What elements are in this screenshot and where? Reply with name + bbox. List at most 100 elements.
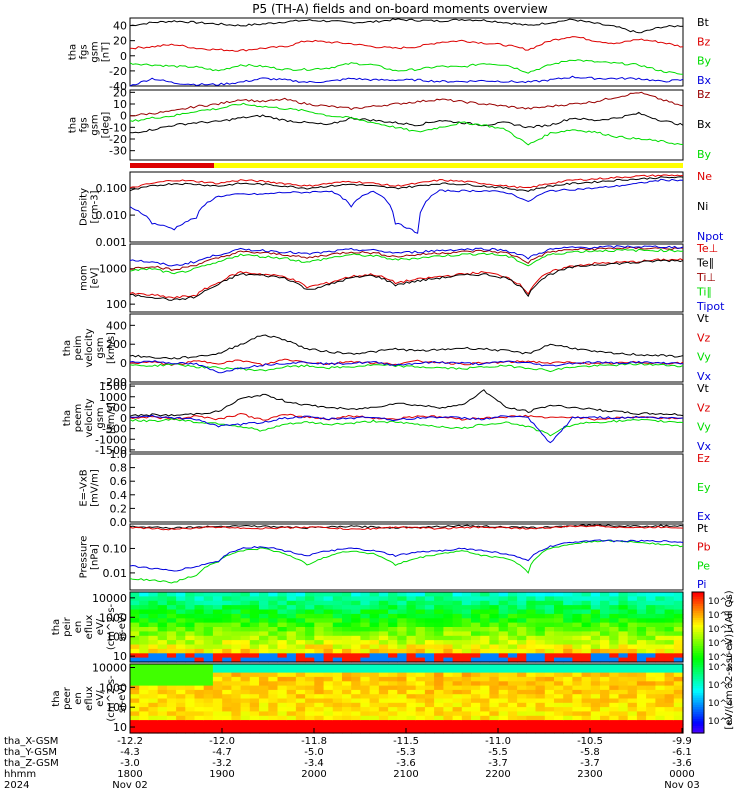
- colorbar-cell: [692, 646, 704, 649]
- heatmap-cell: [130, 605, 140, 611]
- heatmap-cell: [554, 685, 564, 691]
- heatmap-cell: [424, 728, 435, 734]
- heatmap-cell: [590, 685, 601, 691]
- heatmap-cell: [452, 635, 463, 641]
- heatmap-cell: [673, 640, 684, 646]
- heatmap-cell: [581, 689, 592, 695]
- heatmap-cell: [526, 707, 537, 712]
- heatmap-cell: [554, 640, 564, 646]
- heatmap-cell: [314, 648, 325, 654]
- heatmap-cell: [554, 653, 564, 659]
- heatmap-cell: [498, 657, 509, 663]
- heatmap-cell: [498, 631, 509, 637]
- heatmap-cell: [378, 724, 389, 730]
- heatmap-cell: [148, 676, 159, 682]
- heatmap-cell: [600, 707, 610, 712]
- heatmap-cell: [415, 681, 426, 687]
- heatmap-cell: [139, 653, 149, 659]
- heatmap-cell: [452, 622, 463, 628]
- heatmap-cell: [342, 635, 352, 641]
- heatmap-cell: [212, 657, 223, 663]
- heatmap-cell: [351, 728, 361, 734]
- series-line-By: [129, 59, 684, 75]
- colorbar-cell: [692, 728, 704, 732]
- heatmap-cell: [130, 657, 140, 663]
- heatmap-cell: [259, 657, 269, 663]
- heatmap-cell: [646, 685, 656, 691]
- heatmap-cell: [507, 728, 518, 734]
- heatmap-cell: [646, 635, 656, 641]
- heatmap-cell: [655, 609, 666, 615]
- y-tick-label: -30: [109, 145, 127, 158]
- heatmap-cell: [185, 711, 196, 717]
- heatmap-cell: [572, 609, 583, 615]
- heatmap-cell: [664, 715, 675, 721]
- panel-frame: [129, 313, 684, 383]
- heatmap-cell: [360, 600, 371, 606]
- heatmap-cell: [305, 609, 315, 615]
- heatmap-cell: [609, 707, 620, 712]
- heatmap-cell: [636, 631, 647, 637]
- heatmap-cell: [590, 676, 601, 682]
- heatmap-cell: [194, 724, 205, 730]
- heatmap-cell: [664, 657, 675, 663]
- heatmap-cell: [259, 698, 269, 704]
- heatmap-cell: [342, 694, 352, 700]
- panel-frame: [129, 591, 684, 663]
- heatmap-cell: [176, 724, 186, 730]
- heatmap-cell: [489, 596, 500, 602]
- heatmap-cell: [259, 618, 269, 624]
- heatmap-cell: [203, 707, 214, 712]
- heatmap-cell: [627, 596, 638, 602]
- heatmap-cell: [185, 689, 196, 695]
- heatmap-cell: [590, 653, 601, 659]
- heatmap-cell: [415, 728, 426, 734]
- heatmap-cell: [424, 622, 435, 628]
- heatmap-cell: [139, 702, 149, 708]
- heatmap-cell: [544, 631, 555, 637]
- heatmap-cell: [572, 613, 583, 619]
- heatmap-cell: [443, 676, 454, 682]
- heatmap-cell: [268, 702, 279, 708]
- heatmap-cell: [259, 600, 269, 606]
- heatmap-cell: [563, 618, 573, 624]
- heatmap-cell: [581, 648, 592, 654]
- heatmap-cell: [535, 648, 546, 654]
- colorbar-cell: [692, 648, 704, 652]
- heatmap-cell: [194, 676, 205, 682]
- heatmap-cell: [443, 627, 454, 632]
- heatmap-cell: [249, 694, 260, 700]
- heatmap-cell: [360, 698, 371, 704]
- heatmap-cell: [544, 640, 555, 646]
- heatmap-cell: [240, 622, 251, 628]
- colorbar-cell: [692, 700, 704, 704]
- heatmap-cell: [268, 613, 279, 619]
- heatmap-cell: [406, 600, 417, 606]
- heatmap-cell: [424, 724, 435, 730]
- heatmap-cell: [554, 720, 564, 725]
- heatmap-cell: [480, 711, 490, 717]
- heatmap-cell: [148, 689, 159, 695]
- heatmap-cell: [231, 644, 242, 650]
- heatmap-cell: [360, 592, 371, 597]
- heatmap-cell: [563, 724, 573, 730]
- heatmap-cell: [618, 728, 629, 734]
- heatmap-cell: [471, 720, 481, 725]
- heatmap-cell: [498, 702, 509, 708]
- heatmap-cell: [249, 605, 260, 611]
- y-tick-label: -20: [109, 65, 127, 78]
- heatmap-cell: [517, 613, 527, 619]
- heatmap-cell: [295, 592, 306, 597]
- heatmap-cell: [268, 672, 279, 678]
- heatmap-cell: [646, 600, 656, 606]
- heatmap-cell: [673, 672, 684, 678]
- heatmap-cell: [231, 676, 242, 682]
- heatmap-cell: [231, 627, 242, 632]
- heatmap-cell: [295, 698, 306, 704]
- heatmap-cell: [673, 702, 684, 708]
- heatmap-cell: [286, 702, 297, 708]
- heatmap-cell: [342, 653, 352, 659]
- heatmap-cell: [590, 613, 601, 619]
- heatmap-cell: [461, 622, 472, 628]
- heatmap-cell: [563, 592, 573, 597]
